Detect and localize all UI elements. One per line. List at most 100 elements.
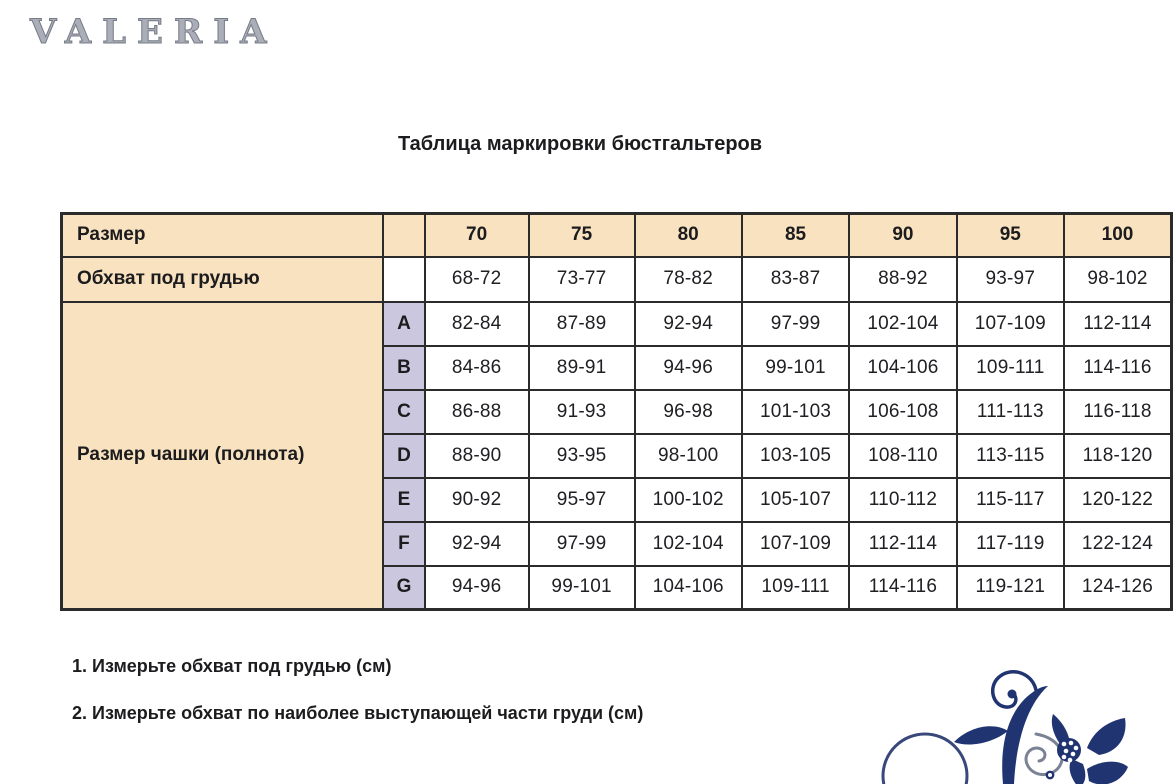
cup-value-cell: 94-96 xyxy=(423,564,530,611)
table-row: C 86-88 91-93 96-98 101-103 106-108 111-… xyxy=(62,388,1173,435)
table-row: Размер чашки (полнота) A 82-84 87-89 92-… xyxy=(60,300,1173,611)
underbust-spacer-cell xyxy=(382,255,426,303)
cup-value-cell: 104-106 xyxy=(848,344,958,391)
size-header-cell: 90 xyxy=(848,212,958,258)
cup-value-cell: 90-92 xyxy=(423,476,530,523)
cup-value-cell: 99-101 xyxy=(740,344,851,391)
flower-petal-icon xyxy=(1087,761,1128,784)
cup-value-cell: 92-94 xyxy=(633,300,743,347)
underbust-cell: 68-72 xyxy=(423,255,530,303)
cup-letter-cell: F xyxy=(382,520,426,567)
size-header-cell: 95 xyxy=(955,212,1066,258)
cup-value-cell: 101-103 xyxy=(740,388,851,435)
table-row: F 92-94 97-99 102-104 107-109 112-114 11… xyxy=(62,520,1173,567)
cup-value-cell: 98-100 xyxy=(633,432,743,479)
cup-letter-cell: C xyxy=(382,388,426,435)
page-title: Таблица маркировки бюстгальтеров xyxy=(397,133,763,155)
size-header-cell: 75 xyxy=(527,212,636,258)
cup-value-cell: 100-102 xyxy=(633,476,743,523)
cup-value-cell: 89-91 xyxy=(527,344,636,391)
cup-value-cell: 109-111 xyxy=(955,344,1066,391)
stem-curl-icon xyxy=(990,670,1038,709)
cup-value-cell: 84-86 xyxy=(423,344,530,391)
table-row: B 84-86 89-91 94-96 99-101 104-106 109-1… xyxy=(62,344,1173,391)
cup-value-cell: 112-114 xyxy=(848,520,958,567)
cup-value-cell: 107-109 xyxy=(955,300,1066,347)
leaf-icon xyxy=(954,726,1008,745)
size-header-cell: 100 xyxy=(1063,212,1173,258)
cup-letter-cell: D xyxy=(382,432,426,479)
size-header-cell: 85 xyxy=(740,212,851,258)
cup-value-cell: 91-93 xyxy=(527,388,636,435)
flower-petal-icon xyxy=(1051,714,1071,748)
cup-letter-cell: A xyxy=(382,300,426,347)
cup-value-cell: 110-112 xyxy=(848,476,958,523)
curl-blob-icon xyxy=(1007,689,1017,699)
floral-flourish-icon xyxy=(881,670,1128,784)
circle-swirl-icon xyxy=(881,732,969,784)
size-chart-table: Размер 70 75 80 85 90 95 100 Обхват под … xyxy=(60,212,1173,611)
cup-value-cell: 109-111 xyxy=(740,564,851,611)
cup-value-cell: 86-88 xyxy=(423,388,530,435)
size-header-cell: 70 xyxy=(423,212,530,258)
cup-value-cell: 116-118 xyxy=(1063,388,1173,435)
cup-value-cell: 88-90 xyxy=(423,432,530,479)
underbust-cell: 98-102 xyxy=(1063,255,1173,303)
instruction-item: 2. Измерьте обхват по наиболее выступающ… xyxy=(72,703,644,723)
cup-value-cell: 82-84 xyxy=(423,300,530,347)
flower-petal-icon xyxy=(1087,718,1126,755)
measuring-instructions: 1. Измерьте обхват под грудью (см) 2. Из… xyxy=(72,656,643,750)
cup-letter-cell: E xyxy=(382,476,426,523)
table-row: E 90-92 95-97 100-102 105-107 110-112 11… xyxy=(62,476,1173,523)
cup-value-cell: 114-116 xyxy=(1063,344,1173,391)
stem-icon xyxy=(1002,686,1048,784)
cup-value-cell: 117-119 xyxy=(955,520,1066,567)
cup-value-cell: 96-98 xyxy=(633,388,743,435)
ring-dot-icon xyxy=(1045,770,1055,780)
cup-value-cell: 97-99 xyxy=(740,300,851,347)
cup-value-cell: 102-104 xyxy=(633,520,743,567)
underbust-cell: 73-77 xyxy=(527,255,636,303)
spiral-swirl-icon xyxy=(1024,732,1064,776)
size-row-label: Размер xyxy=(60,212,385,258)
cup-row-label: Размер чашки (полнота) xyxy=(60,300,385,611)
underbust-cell: 83-87 xyxy=(740,255,851,303)
cup-value-cell: 95-97 xyxy=(527,476,636,523)
cup-value-cell: 102-104 xyxy=(848,300,958,347)
cup-value-cell: 92-94 xyxy=(423,520,530,567)
cup-value-cell: 105-107 xyxy=(740,476,851,523)
cup-value-cell: 87-89 xyxy=(527,300,636,347)
table-row: D 88-90 93-95 98-100 103-105 108-110 113… xyxy=(62,432,1173,479)
underbust-cell: 78-82 xyxy=(633,255,743,303)
cup-value-cell: 107-109 xyxy=(740,520,851,567)
cup-value-cell: 104-106 xyxy=(633,564,743,611)
cup-value-cell: 114-116 xyxy=(848,564,958,611)
cup-value-cell: 111-113 xyxy=(955,388,1066,435)
cup-value-cell: 122-124 xyxy=(1063,520,1173,567)
underbust-cell: 93-97 xyxy=(955,255,1066,303)
cup-value-cell: 112-114 xyxy=(1063,300,1173,347)
instruction-item: 1. Измерьте обхват под грудью (см) xyxy=(72,656,392,676)
cup-value-cell: 99-101 xyxy=(527,564,636,611)
table-row: G 94-96 99-101 104-106 109-111 114-116 1… xyxy=(62,564,1173,611)
grape-cluster-icon xyxy=(1057,738,1081,763)
cup-letter-cell: G xyxy=(382,564,426,611)
cup-value-cell: 115-117 xyxy=(955,476,1066,523)
table-row: Размер 70 75 80 85 90 95 100 xyxy=(60,212,1173,258)
cup-letter-cell: B xyxy=(382,344,426,391)
flower-petal-icon xyxy=(1069,759,1086,784)
cup-value-cell: 118-120 xyxy=(1063,432,1173,479)
cup-value-cell: 108-110 xyxy=(848,432,958,479)
cup-value-cell: 120-122 xyxy=(1063,476,1173,523)
cup-value-cell: 97-99 xyxy=(527,520,636,567)
cup-value-cell: 119-121 xyxy=(955,564,1066,611)
table-row: Обхват под грудью 68-72 73-77 78-82 83-8… xyxy=(60,255,1173,303)
floral-flourish-decoration xyxy=(878,648,1170,784)
cup-value-cell: 93-95 xyxy=(527,432,636,479)
underbust-cell: 88-92 xyxy=(848,255,958,303)
underbust-row-label: Обхват под грудью xyxy=(60,255,385,303)
cup-value-cell: 94-96 xyxy=(633,344,743,391)
size-header-cell: 80 xyxy=(633,212,743,258)
header-spacer-cell xyxy=(382,212,426,258)
